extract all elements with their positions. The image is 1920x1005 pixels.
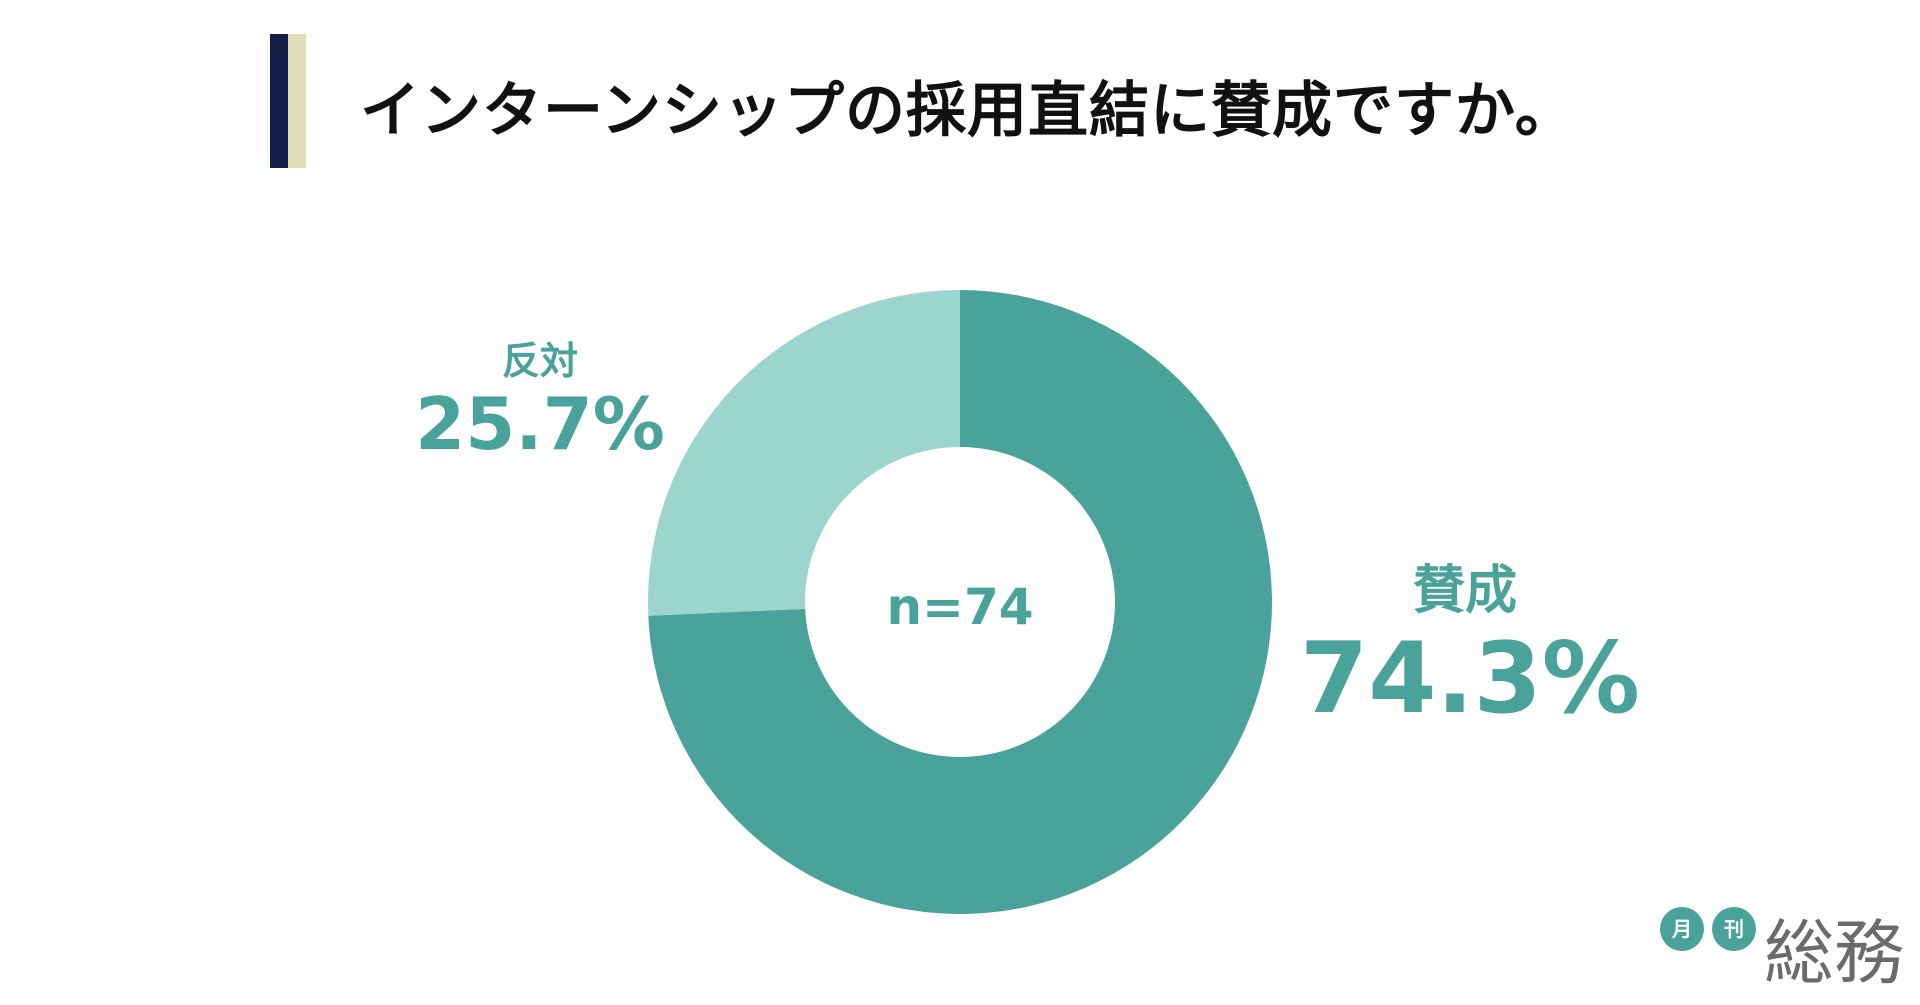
title-accent-bar-light xyxy=(288,34,306,168)
slice-label-oppose: 反対 xyxy=(501,339,578,383)
logo-wordmark: 総務 xyxy=(1764,912,1904,994)
logo-badge-issue: 刊 xyxy=(1712,907,1756,951)
chart-title: インターンシップの採用直結に賛成ですか。 xyxy=(360,76,1576,146)
slice-value-agree: 74.3% xyxy=(1300,622,1640,736)
donut-slice-agree xyxy=(648,290,1272,914)
slice-label-agree: 賛成 xyxy=(1412,561,1517,621)
title-accent-bar-dark xyxy=(270,34,288,168)
donut-slice-oppose xyxy=(648,290,960,616)
logo-badge-month: 月 xyxy=(1660,907,1704,951)
sample-size-label: n=74 xyxy=(886,578,1034,636)
slice-value-oppose: 25.7% xyxy=(415,382,665,466)
brand-logo: 月 刊 総務 xyxy=(1660,895,1910,995)
